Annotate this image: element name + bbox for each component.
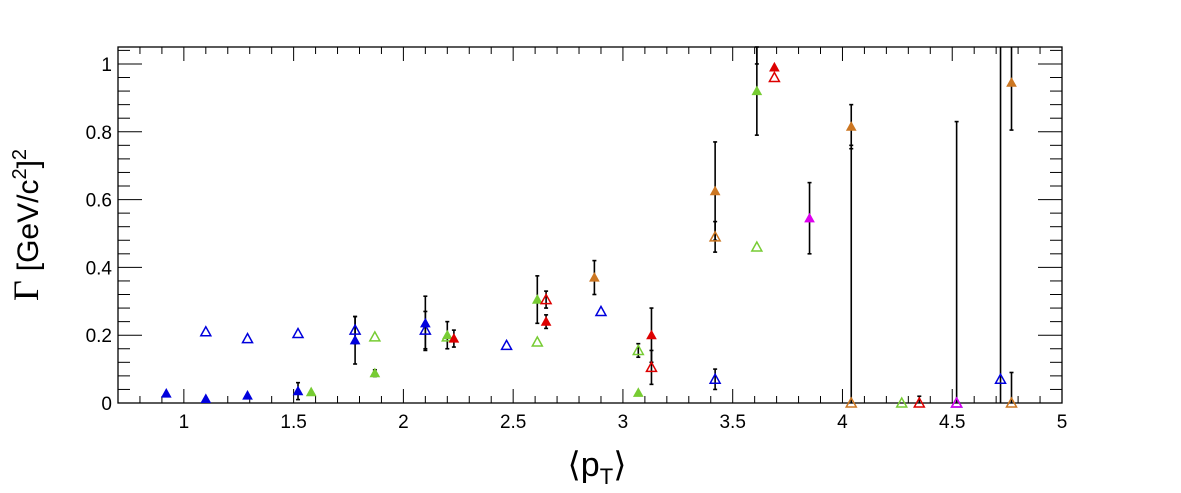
y-tick-label: 0.2 [86,326,112,347]
open-triangle-marker [419,323,432,335]
filled-triangle-marker [531,294,543,304]
y-axis-title: Γ [GeV/c2]2 [6,149,46,301]
filled-triangle-marker [845,121,857,131]
open-triangle-marker [199,325,213,337]
x-tick-label: 4.5 [939,412,965,433]
open-triangle-marker [291,326,305,339]
open-triangle-marker [531,335,544,347]
error-bars [296,46,1014,403]
x-tick-label: 3.5 [719,412,745,433]
x-tick-label: 4 [837,412,848,433]
open-triangle-marker [500,338,513,351]
filled-triangle-marker [349,334,361,345]
open-triangle-marker [708,230,722,242]
y-tick-label: 0.4 [86,258,113,279]
open-triangle-marker [844,396,858,408]
filled-triangle-marker [646,329,657,340]
filled-triangle-marker [369,367,381,378]
filled-triangle-marker [1006,77,1017,87]
open-triangle-marker [441,330,454,342]
open-triangle-marker [913,396,926,408]
y-tick-label: 0.8 [86,123,112,144]
filled-triangle-marker [160,387,172,398]
open-triangle-marker [368,330,382,342]
open-triangle-marker [768,70,781,83]
filled-triangle-marker [540,316,552,326]
x-axis-title: ⟨pT⟩ [568,446,627,489]
filled-triangle-marker [632,387,644,397]
open-triangle-marker [539,293,553,305]
filled-triangle-marker [292,385,304,396]
y-tick-label: 1 [101,55,112,76]
x-tick-label: 2 [398,412,409,433]
open-triangle-marker [645,360,658,373]
open-triangle-marker [994,372,1007,385]
x-tick-label: 1.5 [280,412,306,433]
filled-triangle-marker [751,85,763,96]
open-triangle-marker [632,343,645,356]
open-triangle-marker [708,372,722,385]
tick-labels: 1 1.5 2 2.5 3 3.5 4 4.5 5 0 0.2 0.4 0.6 0.8 1 [86,55,1068,433]
filled-triangle-marker [200,393,212,404]
open-triangle-marker [1005,396,1018,408]
axis-ticks [117,47,1063,404]
open-triangle-marker [348,323,362,335]
x-tick-label: 3 [618,412,629,433]
filled-triangle-marker [589,272,600,282]
x-tick-label: 1 [179,412,190,433]
filled-triangle-marker [448,333,460,343]
data-markers [160,61,1018,408]
x-tick-label: 2.5 [500,412,526,433]
filled-triangle-marker [305,386,317,397]
plot-frame [117,46,1063,404]
open-triangle-marker [950,396,963,408]
open-triangle-marker [241,332,254,344]
filled-triangle-marker [804,212,815,223]
y-tick-label: 0 [101,394,112,415]
x-tick-label: 5 [1057,412,1068,433]
filled-triangle-marker [769,61,780,72]
filled-triangle-marker [419,317,431,328]
open-triangle-marker [895,396,909,408]
open-triangle-marker [750,240,764,252]
open-triangle-marker [594,304,608,317]
filled-triangle-marker [242,390,253,400]
filled-triangle-marker [709,185,721,196]
y-tick-label: 0.6 [86,191,112,212]
